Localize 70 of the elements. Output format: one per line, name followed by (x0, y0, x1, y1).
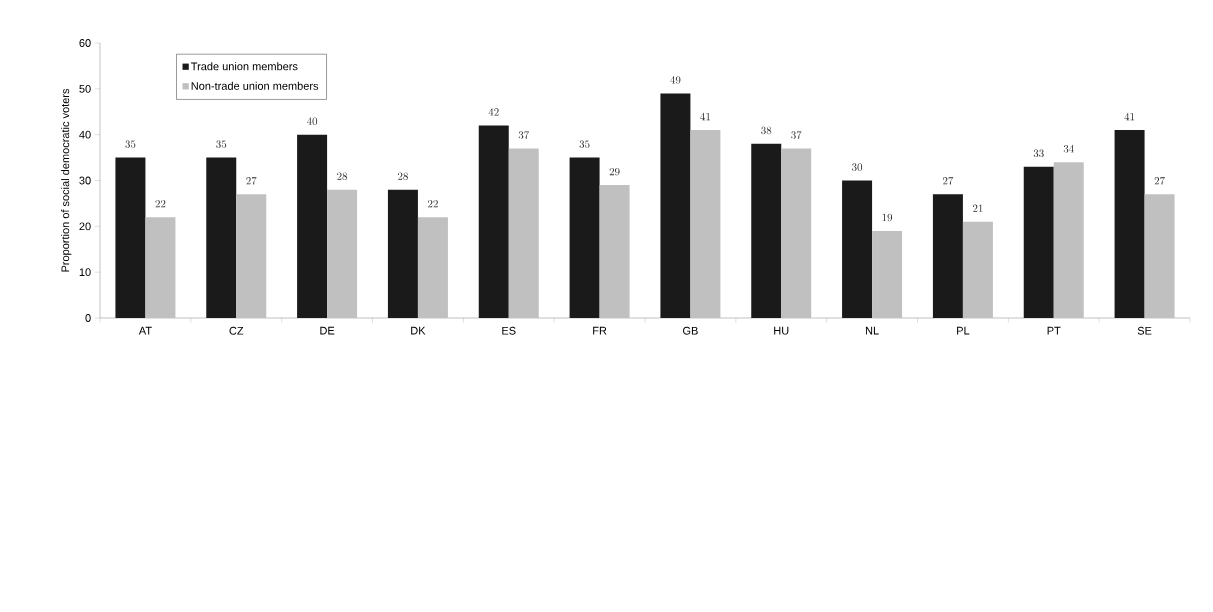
y-tick-label: 0 (85, 314, 91, 322)
y-tick-label: 10 (79, 268, 91, 277)
y-tick-label: 40 (79, 130, 91, 139)
data-label: 22 (428, 200, 438, 208)
data-label: 49 (670, 76, 681, 84)
data-label: 30 (852, 163, 863, 171)
data-label: 42 (488, 108, 499, 116)
bar (327, 189, 358, 318)
data-label: 27 (942, 176, 954, 185)
x-tick-label: AT (138, 326, 152, 335)
x-tick-label: PT (1047, 326, 1061, 335)
legend-label: Non-trade union members (191, 81, 319, 90)
data-label: 41 (1124, 112, 1135, 121)
bar (236, 194, 267, 318)
bar (842, 180, 873, 318)
x-tick-label: HU (774, 326, 789, 335)
bar (751, 143, 782, 318)
x-tick-label: FR (593, 326, 607, 335)
data-label: 37 (518, 131, 530, 139)
data-label: 40 (306, 117, 318, 126)
bar (115, 157, 146, 318)
y-axis-title: Proportion of social democratic voters (61, 88, 72, 272)
bar (932, 194, 963, 318)
data-label: 29 (609, 167, 620, 176)
data-label: 28 (398, 172, 408, 181)
x-tick-label: GB (683, 326, 698, 335)
data-label: 37 (791, 131, 802, 139)
bar (690, 130, 721, 318)
bar (569, 157, 600, 318)
x-tick-label: DE (320, 326, 335, 335)
bar (1023, 166, 1054, 318)
bar (1114, 130, 1145, 318)
y-tick-label: 30 (79, 176, 91, 185)
y-tick-label: 60 (79, 39, 91, 47)
x-tick-label: DK (411, 326, 426, 335)
bar (599, 185, 630, 318)
data-label: 35 (216, 140, 227, 148)
bar (387, 189, 418, 318)
y-tick-label: 50 (79, 84, 91, 93)
bar (962, 221, 993, 318)
bar (145, 217, 176, 318)
bar (206, 157, 237, 318)
data-label: 21 (972, 204, 983, 212)
data-label: 34 (1063, 144, 1074, 153)
x-tick-label: NL (865, 326, 879, 335)
bar (417, 217, 448, 318)
bar (297, 134, 328, 318)
bar (508, 148, 539, 318)
data-label: 41 (700, 112, 710, 121)
x-tick-label: SE (1137, 326, 1152, 335)
x-tick-label: ES (502, 326, 516, 335)
data-label: 38 (761, 126, 772, 135)
bar (781, 148, 812, 318)
legend-label: Trade union members (191, 62, 298, 71)
bar (1144, 194, 1175, 318)
bar (1053, 162, 1084, 318)
data-label: 19 (882, 213, 893, 222)
data-label: 33 (1033, 149, 1044, 158)
data-label: 22 (155, 200, 166, 208)
x-tick-label: CZ (229, 326, 244, 335)
bar (872, 230, 903, 318)
data-label: 28 (337, 172, 348, 181)
bar (478, 125, 509, 318)
x-tick-label: PL (957, 326, 970, 335)
data-label: 35 (579, 140, 590, 148)
data-label: 35 (125, 140, 136, 148)
data-label: 27 (246, 176, 257, 185)
bar (660, 93, 691, 318)
data-label: 27 (1154, 176, 1165, 185)
y-tick-label: 20 (79, 222, 91, 231)
